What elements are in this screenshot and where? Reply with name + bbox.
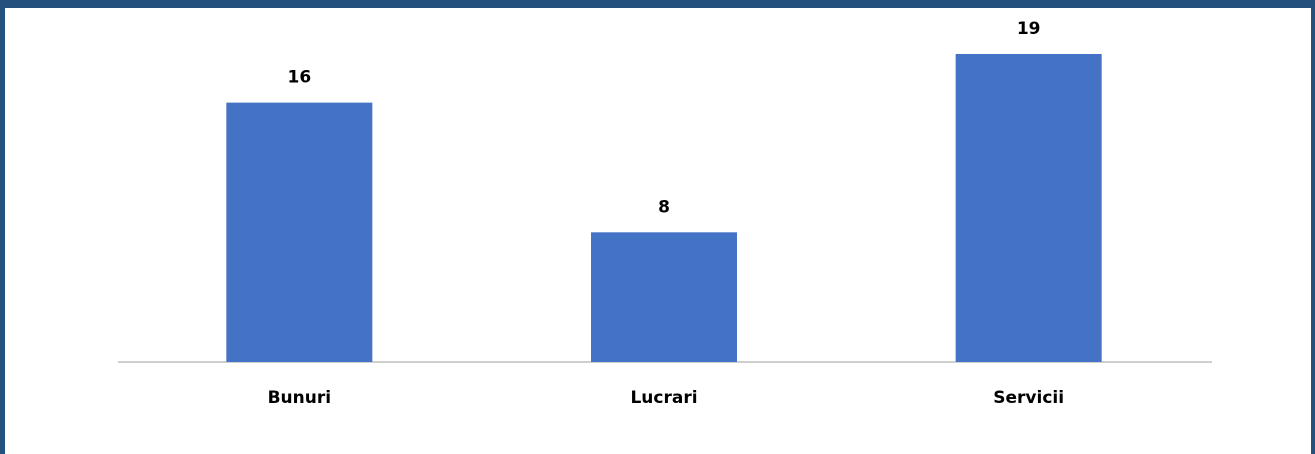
- data-label: 8: [658, 197, 670, 217]
- bar: [591, 232, 737, 362]
- bar: [226, 102, 373, 362]
- x-tick-label: Servicii: [993, 388, 1064, 408]
- title-bar: [0, 0, 1315, 8]
- x-tick-label: Bunuri: [268, 388, 331, 408]
- bar: [955, 54, 1102, 362]
- data-label: 19: [1017, 19, 1041, 39]
- x-tick-label: Lucrari: [630, 388, 697, 408]
- left-border: [0, 0, 5, 454]
- data-label: 16: [287, 68, 311, 88]
- right-border: [1311, 0, 1315, 454]
